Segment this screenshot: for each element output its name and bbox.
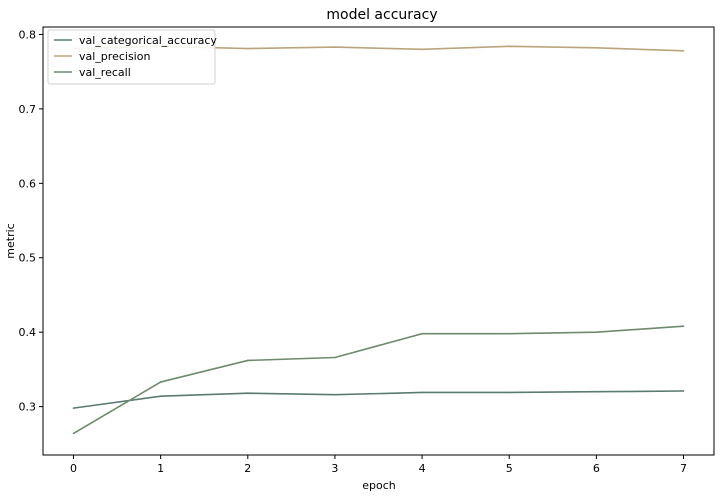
y-tick-label: 0.8 xyxy=(19,28,37,41)
plot-frame xyxy=(42,26,715,456)
x-tick-label: 1 xyxy=(157,462,164,475)
y-tick-label: 0.6 xyxy=(19,177,37,190)
legend-label: val_categorical_accuracy xyxy=(79,34,217,47)
data-point xyxy=(72,407,75,409)
y-tick-label: 0.5 xyxy=(19,252,37,265)
data-point xyxy=(595,331,598,333)
x-tick-label: 2 xyxy=(244,462,251,475)
data-point xyxy=(682,390,685,392)
data-point xyxy=(421,391,423,394)
data-point xyxy=(334,46,336,48)
x-tick-label: 7 xyxy=(680,462,687,475)
data-point xyxy=(246,392,249,395)
data-point xyxy=(508,332,511,335)
x-axis-label: epoch xyxy=(362,479,396,492)
data-point xyxy=(682,325,685,328)
data-point xyxy=(595,390,598,393)
data-point xyxy=(682,50,685,52)
data-point xyxy=(334,356,336,359)
data-point xyxy=(246,359,249,362)
y-axis-label: metric xyxy=(4,223,17,258)
x-tick-label: 5 xyxy=(506,462,513,475)
y-tick-label: 0.4 xyxy=(19,326,37,339)
chart-title: model accuracy xyxy=(326,7,437,23)
data-point xyxy=(159,381,162,383)
legend: val_categorical_accuracy val_precisionval… xyxy=(47,29,217,85)
x-tick-label: 6 xyxy=(593,462,600,475)
data-point xyxy=(595,47,598,49)
series-line-val-categorical-accuracy xyxy=(73,390,684,409)
x-tick-label: 4 xyxy=(419,462,426,475)
data-point xyxy=(246,47,249,50)
series-line-val-recall xyxy=(73,325,684,435)
x-tick-label: 3 xyxy=(331,462,338,475)
legend-label: val_recall xyxy=(79,66,131,79)
data-point xyxy=(421,332,423,335)
y-tick-label: 0.3 xyxy=(19,401,37,414)
series-layer xyxy=(72,45,685,435)
x-tick-label: 0 xyxy=(70,462,77,475)
legend-label: val_precision xyxy=(79,50,150,63)
tick-layer: 0 1 2 3 4 5 6 7 0.3 0.4 0.5 0.6 0.7 0.8 xyxy=(19,28,688,475)
data-point xyxy=(72,432,75,435)
data-point xyxy=(159,395,162,397)
data-point xyxy=(508,391,511,394)
data-point xyxy=(421,48,423,51)
data-point xyxy=(508,45,511,48)
y-tick-label: 0.7 xyxy=(19,103,37,116)
legend-box xyxy=(47,29,216,85)
data-point xyxy=(334,393,336,396)
